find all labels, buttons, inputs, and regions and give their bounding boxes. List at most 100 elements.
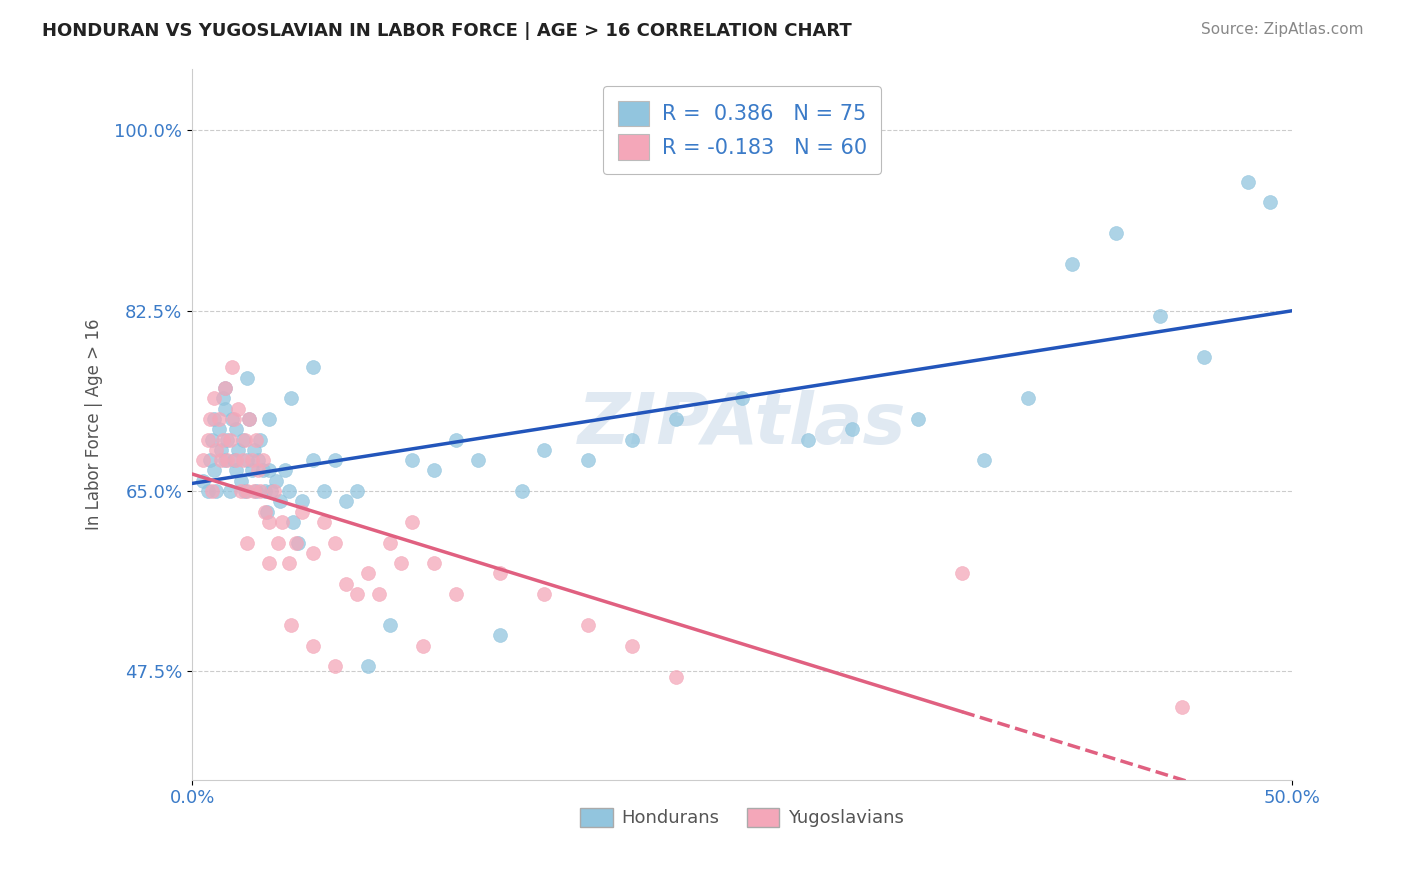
Point <box>444 587 467 601</box>
Point <box>1105 227 1128 241</box>
Point <box>247 453 270 467</box>
Point <box>257 463 280 477</box>
Point <box>271 515 294 529</box>
Point <box>283 515 305 529</box>
Point <box>346 587 368 601</box>
Point <box>205 442 228 457</box>
Point <box>249 433 271 447</box>
Point <box>323 453 346 467</box>
Point <box>280 618 302 632</box>
Y-axis label: In Labor Force | Age > 16: In Labor Force | Age > 16 <box>86 318 103 530</box>
Point <box>267 535 290 549</box>
Point <box>198 412 221 426</box>
Point <box>346 484 368 499</box>
Point <box>257 412 280 426</box>
Point <box>950 566 973 581</box>
Legend: Hondurans, Yugoslavians: Hondurans, Yugoslavians <box>574 801 911 835</box>
Point <box>357 566 380 581</box>
Point <box>228 401 250 416</box>
Point <box>401 453 423 467</box>
Point <box>197 433 219 447</box>
Point <box>225 422 247 436</box>
Point <box>202 463 225 477</box>
Point <box>1237 175 1260 189</box>
Point <box>731 392 754 406</box>
Point <box>209 442 232 457</box>
Point <box>236 370 259 384</box>
Point <box>214 381 236 395</box>
Point <box>278 556 301 570</box>
Point <box>576 453 599 467</box>
Point <box>269 494 291 508</box>
Point <box>533 442 555 457</box>
Point <box>232 433 254 447</box>
Point <box>233 433 256 447</box>
Point <box>510 484 533 499</box>
Point <box>253 505 276 519</box>
Point <box>273 463 295 477</box>
Point <box>198 453 221 467</box>
Point <box>278 484 301 499</box>
Point <box>291 494 314 508</box>
Point <box>217 433 239 447</box>
Point <box>218 433 240 447</box>
Point <box>242 484 264 499</box>
Point <box>401 515 423 529</box>
Point <box>252 463 274 477</box>
Point <box>249 484 271 499</box>
Point <box>225 463 247 477</box>
Point <box>247 463 270 477</box>
Point <box>257 515 280 529</box>
Point <box>302 360 325 375</box>
Text: Source: ZipAtlas.com: Source: ZipAtlas.com <box>1201 22 1364 37</box>
Point <box>263 484 285 499</box>
Point <box>1258 195 1281 210</box>
Point <box>973 453 995 467</box>
Point <box>214 401 236 416</box>
Point <box>323 535 346 549</box>
Point <box>264 474 287 488</box>
Point <box>412 639 434 653</box>
Point <box>314 484 336 499</box>
Point <box>205 484 228 499</box>
Point <box>236 484 259 499</box>
Point <box>335 494 357 508</box>
Point <box>232 453 254 467</box>
Point <box>368 587 391 601</box>
Point <box>1171 700 1194 714</box>
Point <box>214 453 236 467</box>
Point <box>841 422 863 436</box>
Point <box>221 412 243 426</box>
Point <box>423 463 446 477</box>
Point <box>257 556 280 570</box>
Point <box>245 484 267 499</box>
Point <box>444 433 467 447</box>
Point <box>240 453 263 467</box>
Point <box>357 659 380 673</box>
Point <box>576 618 599 632</box>
Point <box>201 484 224 499</box>
Point <box>280 392 302 406</box>
Point <box>389 556 412 570</box>
Point <box>665 669 688 683</box>
Point <box>207 422 229 436</box>
Point <box>191 453 214 467</box>
Point <box>302 639 325 653</box>
Point <box>287 535 309 549</box>
Point <box>907 412 929 426</box>
Text: HONDURAN VS YUGOSLAVIAN IN LABOR FORCE | AGE > 16 CORRELATION CHART: HONDURAN VS YUGOSLAVIAN IN LABOR FORCE |… <box>42 22 852 40</box>
Point <box>256 505 278 519</box>
Point <box>253 484 276 499</box>
Point <box>233 484 256 499</box>
Point <box>217 453 239 467</box>
Point <box>218 484 240 499</box>
Point <box>621 639 644 653</box>
Point <box>797 433 820 447</box>
Point <box>236 453 259 467</box>
Point <box>423 556 446 570</box>
Point <box>291 505 314 519</box>
Point <box>489 566 512 581</box>
Point <box>209 453 232 467</box>
Point <box>229 484 252 499</box>
Point <box>240 463 263 477</box>
